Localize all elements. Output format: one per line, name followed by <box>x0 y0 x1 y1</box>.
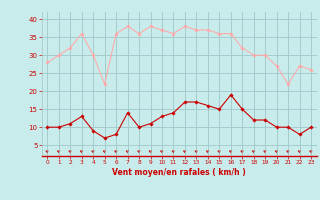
X-axis label: Vent moyen/en rafales ( km/h ): Vent moyen/en rafales ( km/h ) <box>112 168 246 177</box>
